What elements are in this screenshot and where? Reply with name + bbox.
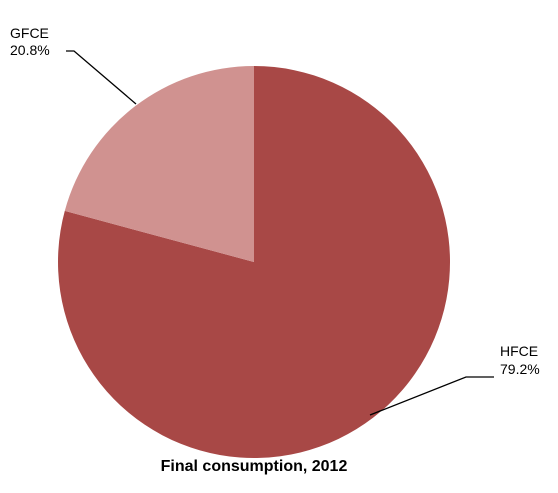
pie-slices xyxy=(58,66,451,459)
pie-slice-hfce xyxy=(58,66,451,459)
slice-name-label: GFCE xyxy=(10,25,49,41)
leader-line-hfce xyxy=(369,376,494,416)
leader-lines xyxy=(66,50,494,416)
leader-line-gfce xyxy=(66,50,137,105)
chart-title: Final consumption, 2012 xyxy=(161,458,348,475)
pie-slice-gfce xyxy=(64,66,254,262)
slice-name-label: HFCE xyxy=(500,343,538,359)
slice-value-label: 20.8% xyxy=(10,42,50,58)
slice-value-label: 79.2% xyxy=(500,361,540,377)
